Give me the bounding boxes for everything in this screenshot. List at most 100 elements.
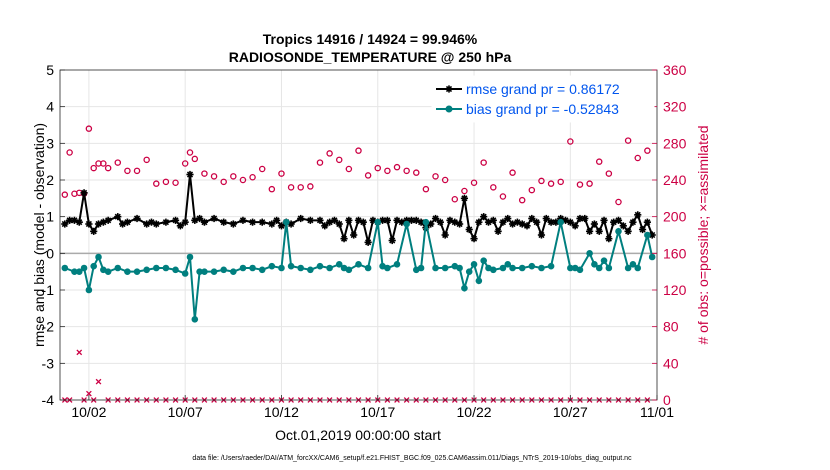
possible-obs-marker	[133, 167, 141, 175]
star-core	[62, 221, 68, 227]
possible-obs-marker	[451, 195, 459, 203]
bias-point	[297, 264, 305, 272]
possible-obs-marker	[124, 167, 131, 175]
star-core	[101, 219, 106, 225]
star-core	[625, 229, 631, 234]
left-tick-label: -4	[42, 392, 55, 408]
star-core	[125, 219, 130, 225]
star-core	[178, 223, 183, 229]
possible-obs-marker	[576, 181, 584, 188]
right-tick-label: 0	[663, 392, 671, 408]
bias-point	[316, 262, 324, 270]
star-core	[563, 218, 568, 223]
rmse-point	[470, 235, 478, 243]
rmse-point	[619, 222, 627, 230]
rmse-point	[465, 225, 473, 234]
rmse-point	[297, 214, 305, 223]
star-core	[544, 216, 549, 221]
star-core	[621, 223, 626, 229]
x-tick-label: 10/17	[360, 404, 395, 420]
star-core	[611, 219, 616, 225]
star-core	[447, 218, 453, 223]
possible-obs-marker	[278, 170, 285, 177]
right-tick-label: 280	[663, 135, 687, 151]
possible-obs-marker	[422, 185, 430, 193]
star-core	[568, 219, 573, 225]
left-tick-label: 3	[46, 135, 54, 151]
rmse-point	[614, 216, 623, 224]
star-core	[587, 229, 592, 234]
bias-point	[600, 257, 608, 264]
rmse-point	[316, 216, 324, 224]
possible-obs-marker	[172, 179, 179, 186]
bias-point	[567, 264, 574, 272]
rmse-point	[171, 216, 180, 224]
bias-point	[518, 264, 526, 272]
possible-obs-marker	[528, 186, 536, 194]
star-core	[240, 218, 246, 223]
star-core	[250, 219, 255, 225]
possible-obs-marker	[615, 198, 622, 206]
possible-obs-marker	[258, 165, 266, 173]
possible-obs-marker	[61, 191, 69, 198]
star-core	[317, 218, 323, 223]
star-core	[601, 218, 607, 223]
star-core	[539, 232, 544, 238]
rmse-point	[306, 216, 314, 224]
possible-obs-marker	[432, 173, 439, 180]
star-core	[380, 218, 385, 223]
rmse-point	[162, 218, 170, 226]
possible-obs-marker	[634, 154, 641, 162]
rmse-point	[258, 218, 266, 226]
rmse-point	[383, 216, 391, 224]
possible-obs-marker	[316, 159, 324, 166]
rmse-point	[66, 216, 74, 224]
right-tick-label: 160	[663, 245, 687, 261]
rmse-point	[181, 218, 189, 226]
bias-point	[230, 268, 237, 275]
rmse-point	[210, 214, 218, 223]
bias-point	[278, 264, 285, 272]
bias-point	[282, 218, 290, 226]
bias-point	[417, 264, 425, 272]
rmse-point	[446, 216, 454, 224]
rmse-point	[220, 218, 228, 226]
star-core	[592, 221, 597, 227]
star-core	[409, 218, 414, 223]
star-core	[524, 223, 530, 229]
star-core	[86, 221, 92, 227]
bias-point	[528, 262, 536, 270]
star-core	[572, 223, 578, 229]
bias-point	[239, 264, 247, 272]
possible-obs-marker	[66, 149, 73, 156]
rmse-point	[600, 216, 608, 224]
legend-rmse-marker	[445, 85, 453, 93]
rmse-point	[268, 220, 276, 228]
bias-point	[90, 262, 98, 270]
rmse-point	[533, 218, 541, 226]
possible-obs-marker	[186, 149, 194, 156]
star-core	[481, 214, 486, 219]
rmse-point	[277, 222, 286, 230]
star-core	[505, 216, 510, 221]
legend-rmse-star	[445, 85, 453, 93]
rmse-point	[566, 218, 574, 226]
star-core	[510, 221, 515, 227]
bias-point	[504, 261, 512, 268]
possible-obs-marker	[355, 147, 362, 154]
bias-point	[249, 264, 256, 272]
bias-point	[465, 268, 473, 275]
bias-point	[384, 264, 391, 272]
bias-point	[355, 261, 362, 268]
possible-obs-marker	[143, 156, 150, 164]
star-core	[597, 229, 602, 234]
star-core	[649, 232, 655, 238]
star-core	[231, 221, 236, 227]
bias-point	[201, 268, 208, 275]
star-core	[346, 218, 352, 223]
possible-obs-marker	[567, 138, 574, 145]
y-axis-label-left: rmse and bias (model - observation)	[31, 123, 47, 347]
rmse-point	[552, 218, 560, 226]
rmse-point	[595, 227, 603, 235]
star-core	[442, 232, 448, 238]
